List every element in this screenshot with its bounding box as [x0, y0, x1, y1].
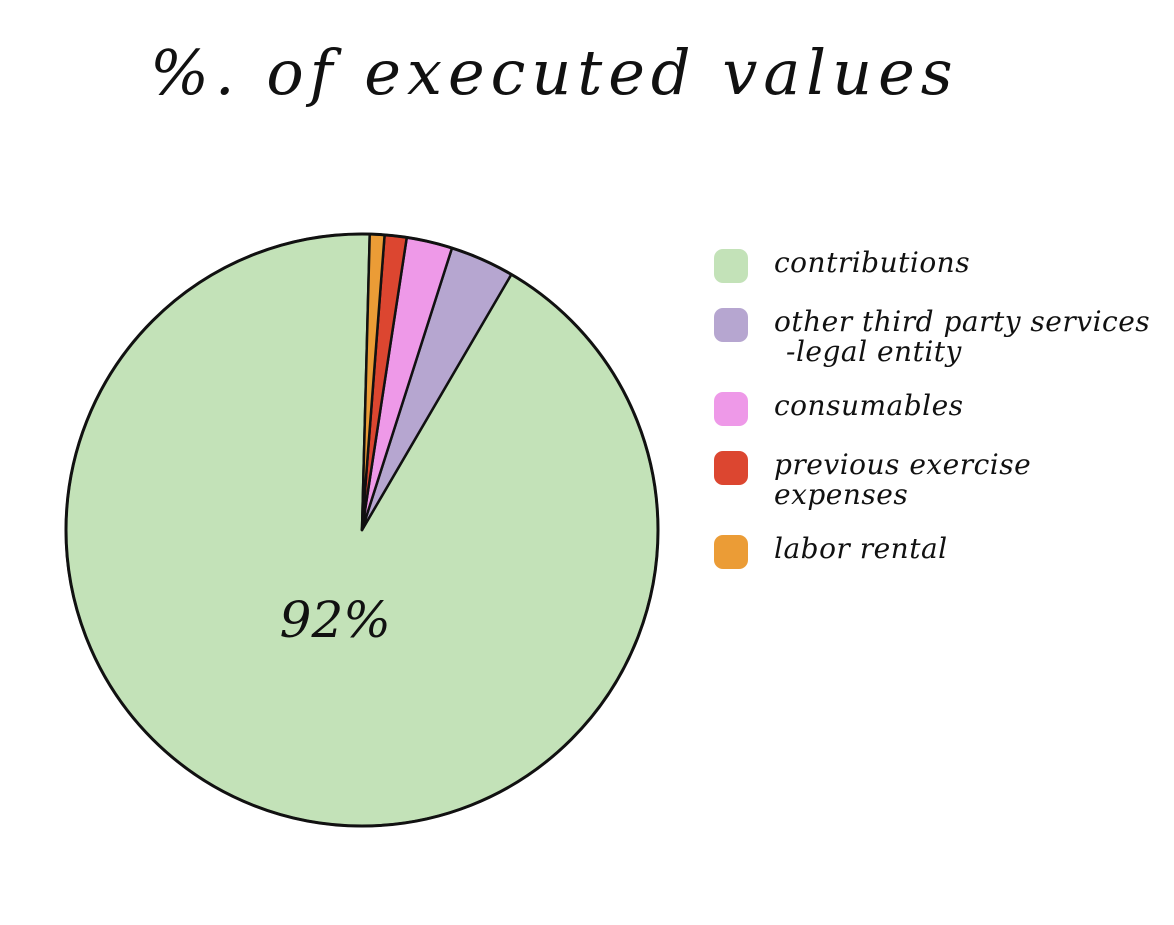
legend-swatch-0	[714, 249, 748, 283]
legend-label-4: labor rental	[774, 534, 948, 564]
chart-title: %. of executed values	[150, 36, 959, 109]
pie-outline	[64, 232, 660, 828]
pie-slices	[64, 232, 660, 828]
legend-label-3: previous exercise expenses	[774, 450, 1154, 510]
legend-label-line: labor rental	[774, 532, 948, 565]
legend: contributions other third party services -…	[714, 248, 1154, 593]
legend-label-line: consumables	[774, 389, 964, 422]
legend-item-4: labor rental	[714, 534, 1154, 569]
legend-label-line: contributions	[774, 246, 971, 279]
legend-swatch-2	[714, 392, 748, 426]
legend-swatch-1	[714, 308, 748, 342]
legend-swatch-4	[714, 535, 748, 569]
pie-labels: 92%	[280, 591, 391, 649]
pie-slice-label-0: 92%	[280, 591, 391, 649]
legend-label-2: consumables	[774, 391, 964, 421]
legend-label-1: other third party services -legal entity	[774, 307, 1150, 367]
legend-label-0: contributions	[774, 248, 970, 278]
legend-item-3: previous exercise expenses	[714, 450, 1154, 510]
legend-item-2: consumables	[714, 391, 1154, 426]
legend-label-line: previous exercise expenses	[774, 448, 1032, 511]
legend-swatch-3	[714, 451, 748, 485]
legend-label-line: other third party services	[774, 305, 1151, 338]
legend-item-0: contributions	[714, 248, 1154, 283]
legend-label-line: -legal entity	[786, 335, 962, 368]
legend-item-1: other third party services -legal entity	[714, 307, 1154, 367]
